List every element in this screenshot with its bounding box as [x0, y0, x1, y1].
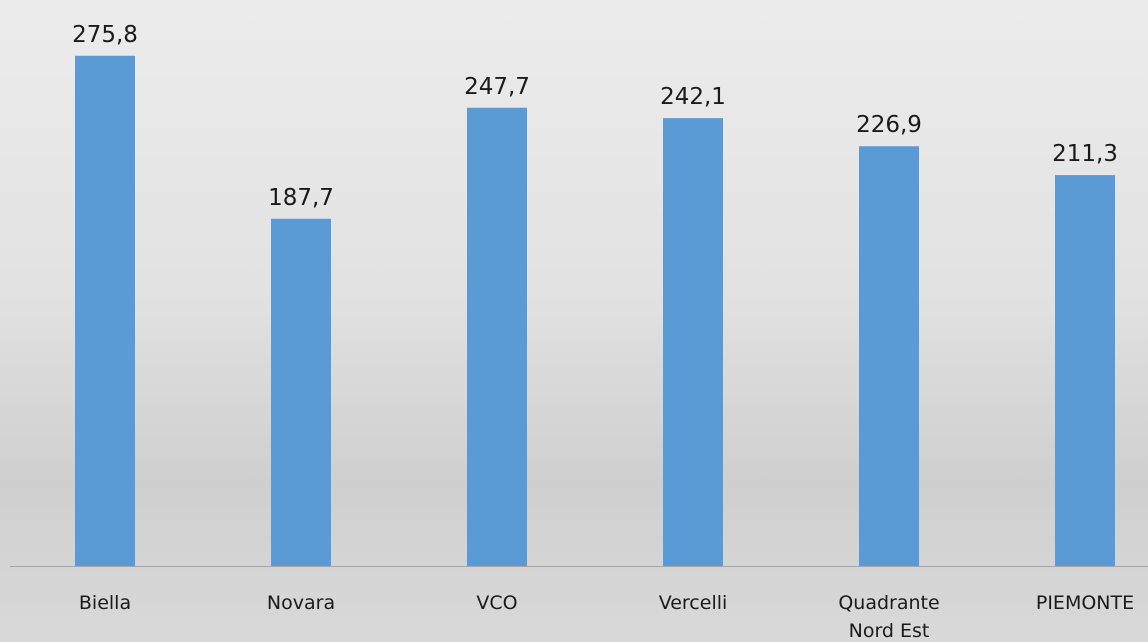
bar	[271, 218, 331, 566]
value-label: 275,8	[72, 22, 138, 48]
value-label: 226,9	[856, 112, 922, 138]
bar	[1055, 175, 1115, 566]
bar	[75, 55, 135, 567]
bar	[663, 118, 723, 567]
x-tick-label: VCO	[476, 592, 517, 614]
value-label: 247,7	[464, 74, 530, 100]
bar	[467, 107, 527, 566]
bar	[859, 146, 919, 567]
x-tick-label: Novara	[267, 592, 335, 614]
value-label: 242,1	[660, 84, 726, 110]
x-tick-label: Vercelli	[659, 592, 728, 614]
x-tick-label: Quadrante Nord Est	[838, 592, 939, 642]
x-tick-label: Biella	[79, 592, 131, 614]
value-label: 187,7	[268, 185, 334, 211]
x-tick-label: PIEMONTE	[1036, 592, 1134, 614]
value-label: 211,3	[1052, 141, 1118, 167]
